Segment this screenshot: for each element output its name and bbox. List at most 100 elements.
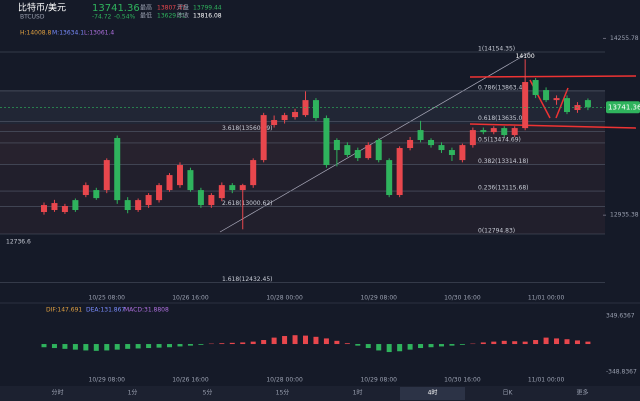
macd-bar [240,342,246,345]
candle [156,185,163,201]
candle [438,145,445,151]
candle [260,115,267,161]
fib-label: 0.5(13474.69) [478,136,521,143]
x-label: 10/29 08:00 [89,377,126,384]
macd-bar [418,344,424,349]
macd-bar [187,344,193,346]
candle [354,150,361,159]
macd-bar [512,341,518,345]
candle [469,130,476,146]
candle [176,165,183,186]
change-pct: -0.54% [114,14,136,21]
candle [323,118,330,166]
candle [312,100,319,119]
candle [532,80,539,96]
fib-label: 0.786(13863.44) [478,84,529,91]
macd-bar [543,337,549,345]
candle [564,98,570,113]
candle [197,190,204,206]
macd-bar [355,344,361,346]
tab[interactable]: 1分 [128,389,138,397]
macd-bar [522,341,528,345]
stat-value: 13799.44 [193,5,222,12]
band-m: M:13634.1 [52,30,84,37]
left-label: 12736.6 [6,238,31,245]
candle [166,175,173,191]
macd-bar [376,344,382,351]
candle [271,120,278,126]
tab[interactable]: 1时 [353,389,363,397]
fib-label: 0(12794.83) [478,227,515,234]
candle [333,140,340,151]
macd-bar [303,335,308,345]
stat-value: 13629.31 [157,13,186,20]
fib-label: 0.618(13635.03) [478,115,529,122]
candle [239,185,246,191]
candle [543,90,550,101]
candle [428,140,435,146]
last-price: 13741.36 [608,103,640,111]
macd-bar [198,344,204,345]
tab[interactable]: 分时 [51,389,63,397]
stat-value: 13816.08 [193,13,222,20]
tab[interactable]: 15分 [276,389,290,397]
candle [145,195,152,206]
candle [82,185,89,196]
macd-bar [438,344,444,347]
band-h: H:14008.8 [20,30,52,37]
candle [553,98,560,101]
x-label: 10/30 16:00 [444,377,481,384]
tab[interactable]: 5分 [203,389,213,397]
tab[interactable]: 日K [503,390,514,397]
macd-bar [125,344,131,349]
macd-bar [386,344,392,353]
candle [459,145,466,161]
stat-label: 昨收 [177,12,189,20]
stat-label: 最低 [140,12,152,20]
candle [584,100,591,108]
fib-label: 1(14154.35) [478,46,515,53]
candle [281,115,288,121]
x-label: 10/28 00:00 [266,295,303,302]
macd-bar [72,344,78,350]
macd-bar [271,337,277,345]
macd-tick-label: 349.6367 [606,313,635,320]
fib-label: 0.382(13314.18) [478,158,529,165]
high-label: 14100 [516,53,535,60]
macd-bar [167,344,173,348]
macd-bar [533,340,539,345]
arrow [469,75,637,78]
macd-bar [365,344,371,349]
candle [51,203,58,211]
x-label: 11/01 00:00 [528,377,565,384]
candle [208,195,215,206]
candle [448,150,455,155]
macd-bar [407,344,413,350]
candle [72,200,79,211]
candle [490,128,497,133]
tab-selected [400,387,465,400]
tab[interactable]: 更多 [576,389,588,397]
candle [417,130,424,140]
macd-value: MACD:31.8808 [124,307,169,314]
candle [61,205,68,213]
macd-bar [564,339,570,345]
candle [386,160,393,196]
change: -74.72 [92,14,112,21]
macd-bar [114,344,120,350]
arrow [555,87,569,119]
macd-bar [104,344,110,351]
x-label: 10/25 08:00 [89,295,126,302]
macd-bar [135,344,141,349]
macd-bar [177,344,183,347]
macd-bar [344,343,350,345]
macd-bar [323,338,329,345]
macd-bar [574,340,580,345]
macd-bar [428,344,434,348]
code: BTCUSD [20,14,45,21]
fib-label: 3.618(13560.59) [222,125,273,132]
tab[interactable]: 4时 [428,389,438,397]
x-label: 10/28 00:00 [266,377,303,384]
macd-bar [229,342,235,345]
